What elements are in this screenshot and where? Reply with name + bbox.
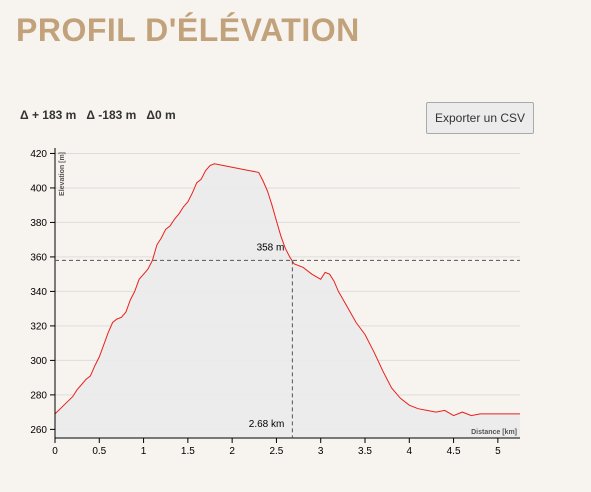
x-tick-label: 4: [407, 446, 413, 457]
x-tick-label: 4.5: [447, 446, 461, 457]
elevation-area: [55, 163, 520, 439]
x-tick-label: 5: [495, 446, 501, 457]
elevation-line: [54, 163, 520, 417]
y-tick-label: 320: [30, 321, 47, 332]
y-tick-label: 300: [30, 356, 47, 367]
y-tick-label: 360: [30, 252, 47, 263]
marker-distance-label: 2.68 km: [249, 419, 285, 430]
elevation-chart[interactable]: 260 280 300 320 340 360 380 400 420 0 0.5 1 1.5 2 2.5 3…: [0, 140, 591, 470]
export-csv-button[interactable]: Exporter un CSV: [426, 102, 534, 134]
x-tick-label: 1.5: [181, 446, 195, 457]
elevation-loss: Δ -183 m: [86, 108, 137, 122]
y-tick-label: 280: [30, 390, 47, 401]
elevation-stats: Δ + 183 m Δ -183 m Δ0 m: [20, 108, 176, 122]
y-tick-label: 420: [30, 149, 47, 160]
x-tick-label: 2.5: [269, 446, 283, 457]
x-tick-label: 1: [141, 446, 147, 457]
x-axis-title: Distance [km]: [471, 429, 517, 436]
x-tick-label: 2: [229, 446, 235, 457]
page-title: PROFIL D'ÉLÉVATION: [16, 12, 360, 48]
y-tick-label: 260: [30, 425, 47, 436]
elevation-net: Δ0 m: [146, 108, 176, 122]
marker-elevation-label: 358 m: [257, 242, 285, 253]
y-tick-label: 340: [30, 287, 47, 298]
x-tick-label: 0: [52, 446, 58, 457]
y-axis-title: Elevation [m]: [59, 152, 66, 196]
y-tick-label: 400: [30, 183, 47, 194]
hover-marker: 358 m 2.68 km: [55, 242, 520, 438]
x-tick-label: 3.5: [358, 446, 372, 457]
y-tick-label: 380: [30, 218, 47, 229]
x-tick-label: 0.5: [92, 446, 106, 457]
x-tick-label: 3: [318, 446, 324, 457]
elevation-gain: Δ + 183 m: [20, 108, 77, 122]
chart-axes: 260 280 300 320 340 360 380 400 420 0 0.5 1 1.5 2 2.5 3…: [30, 148, 520, 457]
